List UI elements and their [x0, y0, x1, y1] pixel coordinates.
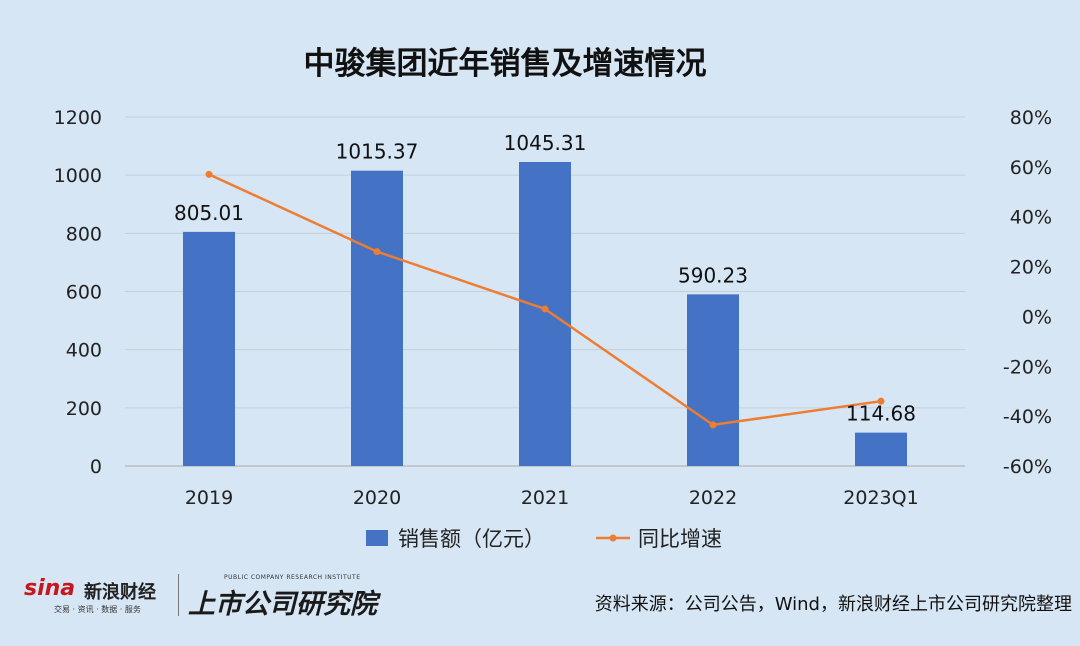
- growth-point: [541, 305, 549, 313]
- sina-word: sina: [24, 576, 76, 601]
- growth-point: [205, 170, 213, 178]
- y-right-tick-label: 60%: [1010, 157, 1052, 179]
- y-left-tick-label: 600: [66, 282, 102, 304]
- sina-finance-logo: sina 新浪财经 交易 · 资讯 · 数据 · 服务 PUBLIC COMPA…: [24, 572, 384, 620]
- x-tick-label: 2020: [353, 487, 401, 509]
- legend-label-bar: 销售额（亿元）: [398, 527, 545, 551]
- bar: [183, 231, 235, 466]
- y-right-tick-label: 80%: [1010, 107, 1052, 129]
- sina-logo: sina 新浪财经 交易 · 资讯 · 数据 · 服务: [24, 572, 174, 618]
- y-left-tick-label: 200: [66, 398, 102, 420]
- y-right-tick-label: 0%: [1022, 306, 1052, 328]
- legend-label-line: 同比增速: [638, 527, 722, 551]
- sina-finance-name: 新浪财经: [84, 582, 156, 603]
- x-tick-label: 2019: [185, 487, 233, 509]
- bar: [351, 170, 403, 466]
- legend-swatch-bar: [366, 530, 388, 546]
- growth-point: [709, 421, 717, 429]
- y-left-tick-label: 1200: [54, 107, 102, 129]
- growth-point: [373, 248, 381, 256]
- logo-divider: [178, 574, 179, 616]
- x-tick-label: 2021: [521, 487, 569, 509]
- bar: [687, 294, 739, 466]
- x-tick-label: 2023Q1: [843, 487, 918, 509]
- legend-swatch-marker: [609, 534, 617, 542]
- bar: [519, 161, 571, 466]
- y-right-tick-label: -40%: [1003, 406, 1052, 428]
- y-left-tick-label: 1000: [54, 165, 102, 187]
- bar-data-label: 1015.37: [336, 140, 419, 164]
- bar-data-label: 1045.31: [504, 131, 587, 155]
- chart-title: 中骏集团近年销售及增速情况: [303, 46, 707, 82]
- institute-english-name: PUBLIC COMPANY RESEARCH INSTITUTE: [224, 574, 361, 581]
- source-note: 资料来源：公司公告，Wind，新浪财经上市公司研究院整理: [594, 594, 1072, 615]
- y-left-tick-label: 800: [66, 223, 102, 245]
- x-tick-label: 2022: [689, 487, 737, 509]
- y-right-tick-label: -60%: [1003, 456, 1052, 478]
- institute-name: 上市公司研究院: [188, 589, 377, 620]
- y-left-tick-label: 0: [90, 456, 102, 478]
- y-right-tick-label: -20%: [1003, 356, 1052, 378]
- bar-data-label: 805.01: [174, 201, 244, 225]
- bar-data-label: 590.23: [678, 263, 748, 287]
- y-right-tick-label: 20%: [1010, 257, 1052, 279]
- growth-point: [877, 397, 885, 405]
- bar-data-label: 114.68: [846, 402, 916, 426]
- bar: [855, 432, 907, 466]
- sina-tagline: 交易 · 资讯 · 数据 · 服务: [54, 605, 141, 614]
- y-right-tick-label: 40%: [1010, 207, 1052, 229]
- y-left-tick-label: 400: [66, 340, 102, 362]
